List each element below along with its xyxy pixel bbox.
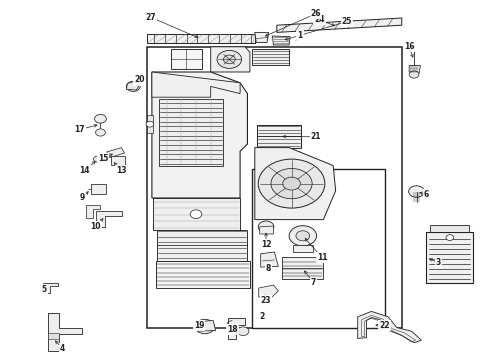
Text: 24: 24: [314, 15, 325, 24]
Text: 14: 14: [79, 166, 90, 175]
Polygon shape: [259, 285, 278, 297]
Bar: [91, 184, 106, 194]
Circle shape: [223, 55, 235, 64]
Text: 4: 4: [60, 344, 65, 353]
Bar: [426, 232, 473, 283]
Text: 7: 7: [311, 278, 316, 287]
Polygon shape: [152, 72, 240, 97]
Polygon shape: [358, 311, 421, 343]
Circle shape: [195, 319, 215, 334]
Polygon shape: [228, 318, 245, 339]
Polygon shape: [107, 148, 124, 158]
Circle shape: [409, 186, 424, 197]
Text: 1: 1: [297, 31, 302, 40]
Polygon shape: [430, 225, 469, 232]
Polygon shape: [147, 115, 153, 133]
Polygon shape: [43, 283, 58, 293]
Text: 16: 16: [404, 42, 415, 51]
Circle shape: [289, 226, 317, 246]
Circle shape: [283, 177, 300, 190]
Polygon shape: [198, 320, 216, 331]
Circle shape: [237, 327, 249, 336]
Text: 10: 10: [90, 222, 101, 231]
Polygon shape: [157, 230, 247, 261]
Circle shape: [95, 114, 106, 123]
Polygon shape: [126, 81, 139, 90]
Circle shape: [296, 231, 310, 241]
Circle shape: [258, 159, 325, 208]
Bar: [257, 125, 301, 148]
Polygon shape: [277, 18, 402, 32]
Polygon shape: [272, 36, 290, 45]
Text: 19: 19: [194, 321, 204, 330]
Polygon shape: [293, 245, 313, 252]
Text: 23: 23: [261, 296, 271, 305]
Polygon shape: [156, 261, 250, 288]
Text: 12: 12: [261, 240, 271, 249]
Polygon shape: [252, 49, 289, 65]
Text: 6: 6: [424, 190, 429, 199]
Polygon shape: [96, 211, 122, 227]
Text: 15: 15: [98, 154, 108, 163]
Circle shape: [146, 121, 154, 127]
Circle shape: [96, 129, 105, 136]
Text: 9: 9: [80, 194, 85, 202]
Text: 2: 2: [260, 312, 265, 321]
Polygon shape: [260, 226, 273, 234]
Text: 17: 17: [74, 125, 85, 134]
Circle shape: [271, 168, 312, 199]
Polygon shape: [255, 32, 269, 42]
Circle shape: [446, 235, 454, 240]
Polygon shape: [255, 148, 336, 220]
Polygon shape: [211, 47, 250, 72]
Text: 13: 13: [116, 166, 127, 175]
Text: 27: 27: [146, 13, 156, 22]
Bar: [252, 169, 385, 328]
Text: 21: 21: [311, 132, 321, 141]
Circle shape: [126, 81, 140, 91]
Text: 11: 11: [317, 253, 327, 262]
Bar: [111, 156, 125, 165]
Circle shape: [258, 221, 274, 233]
Polygon shape: [152, 72, 247, 198]
Polygon shape: [147, 34, 255, 43]
Text: 25: 25: [342, 17, 352, 26]
Polygon shape: [261, 252, 278, 267]
Circle shape: [409, 71, 419, 78]
Polygon shape: [48, 333, 59, 339]
Circle shape: [94, 156, 102, 162]
Text: 5: 5: [42, 285, 47, 294]
Polygon shape: [153, 198, 240, 230]
Polygon shape: [409, 66, 420, 74]
Bar: [147, 47, 402, 328]
Text: 8: 8: [266, 264, 271, 273]
Polygon shape: [48, 313, 82, 351]
Text: 3: 3: [436, 258, 441, 267]
Text: 20: 20: [134, 76, 145, 85]
Polygon shape: [282, 257, 323, 279]
Polygon shape: [86, 205, 100, 218]
Circle shape: [217, 50, 242, 68]
Circle shape: [190, 210, 202, 219]
Bar: [159, 99, 223, 166]
Text: 18: 18: [227, 325, 238, 334]
Text: 26: 26: [311, 9, 321, 18]
Bar: [171, 49, 202, 69]
Text: 22: 22: [379, 321, 390, 330]
